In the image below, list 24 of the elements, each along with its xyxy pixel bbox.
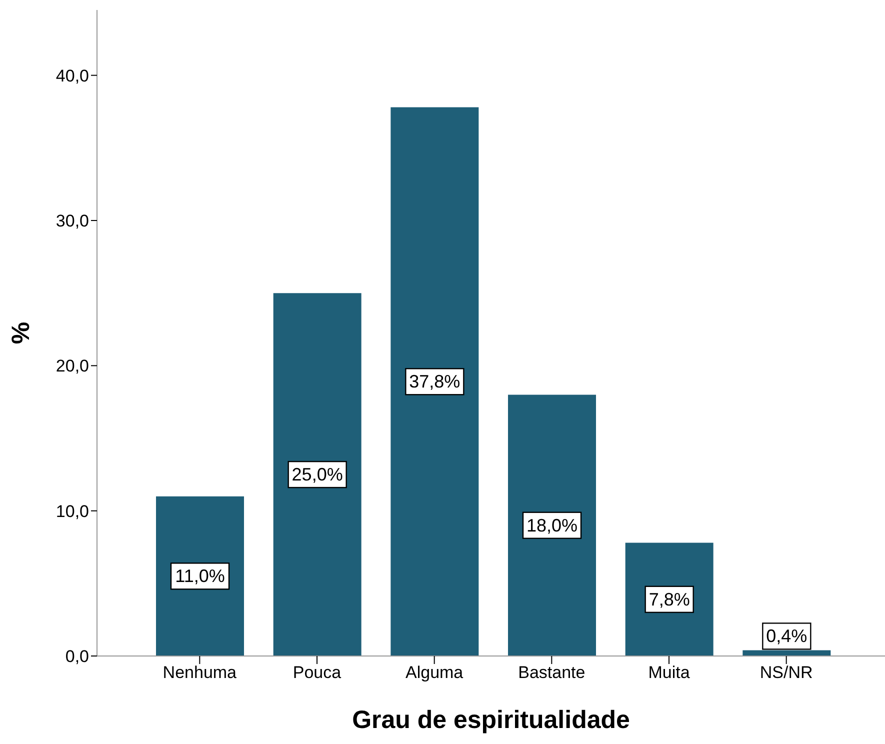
y-tick-label: 20,0 xyxy=(56,356,89,376)
x-tick-label: Alguma xyxy=(406,663,464,682)
data-label: 11,0% xyxy=(175,566,225,586)
data-label: 7,8% xyxy=(648,589,690,610)
bar xyxy=(273,293,362,656)
x-tick-label: Nenhuma xyxy=(162,663,238,682)
x-tick-label: NS/NR xyxy=(760,663,813,682)
data-label: 25,0% xyxy=(292,464,343,485)
bar xyxy=(742,650,831,656)
bar xyxy=(508,394,596,656)
data-label: 37,8% xyxy=(409,372,460,392)
bar xyxy=(156,496,244,656)
y-tick-label: 0,0 xyxy=(65,647,89,666)
x-tick-label: Pouca xyxy=(292,663,342,682)
y-tick-label: 30,0 xyxy=(56,212,89,231)
x-tick-label: Muita xyxy=(648,663,690,682)
y-tick-label: 40,0 xyxy=(56,66,89,86)
bar xyxy=(390,107,479,656)
x-tick-label: Bastante xyxy=(518,663,586,682)
data-label: 0,4% xyxy=(766,626,808,646)
data-label: 18,0% xyxy=(526,515,578,536)
y-tick-label: 10,0 xyxy=(56,502,89,521)
y-axis-title: % xyxy=(6,322,35,344)
x-axis-title: Grau de espiritualidade xyxy=(352,706,630,734)
